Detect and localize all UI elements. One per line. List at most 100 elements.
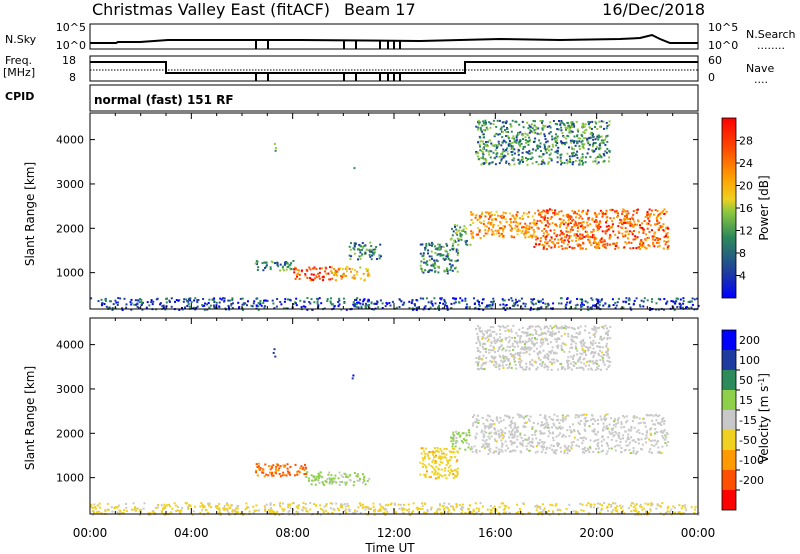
scatter-cell xyxy=(434,302,437,305)
scatter-cell xyxy=(440,297,443,300)
scatter-cell xyxy=(667,440,670,443)
scatter-cell xyxy=(560,347,563,350)
scatter-cell xyxy=(288,267,291,270)
scatter-cell xyxy=(602,425,605,428)
scatter-cell xyxy=(375,246,378,248)
scatter-cell xyxy=(538,243,541,246)
scatter-cell xyxy=(693,298,696,301)
scatter-cell xyxy=(261,262,264,265)
scatter-cell xyxy=(509,123,512,126)
scatter-cell xyxy=(648,236,651,239)
scatter-cell xyxy=(297,470,300,473)
scatter-cell xyxy=(621,505,624,508)
scatter-cell xyxy=(520,142,523,145)
scatter-cell xyxy=(649,508,652,511)
scatter-cell xyxy=(561,435,564,438)
scatter-cell xyxy=(271,471,274,474)
scatter-cell xyxy=(492,297,495,300)
scatter-cell xyxy=(500,420,502,423)
scatter-cell xyxy=(328,476,331,479)
scatter-cell xyxy=(594,219,597,222)
scatter-cell xyxy=(592,229,595,232)
scatter-cell xyxy=(398,298,401,301)
scatter-cell xyxy=(605,151,608,154)
scatter-cell xyxy=(572,357,574,360)
scatter-cell xyxy=(571,147,574,150)
scatter-cell xyxy=(557,327,560,330)
scatter-cell xyxy=(608,149,611,152)
scatter-cell xyxy=(562,214,565,217)
scatter-cell xyxy=(269,471,271,474)
scatter-cell xyxy=(237,301,240,304)
scatter-cell xyxy=(286,463,289,466)
scatter-cell xyxy=(589,306,592,309)
scatter-cell xyxy=(676,306,679,308)
scatter-cell xyxy=(241,297,244,300)
scatter-cell xyxy=(615,210,618,212)
scatter-cell xyxy=(279,475,282,478)
scatter-cell xyxy=(529,138,532,141)
scatter-cell xyxy=(269,268,272,271)
scatter-cell xyxy=(566,213,569,216)
scatter-cell xyxy=(358,502,361,505)
scatter-cell xyxy=(445,453,448,456)
scatter-cell xyxy=(437,271,440,274)
scatter-cell xyxy=(622,414,625,417)
scatter-cell xyxy=(682,300,685,302)
scatter-cell xyxy=(420,267,423,270)
scatter-cell xyxy=(642,305,645,308)
scatter-cell xyxy=(535,504,538,507)
scatter-cell xyxy=(136,303,139,305)
scatter-cell xyxy=(648,308,651,311)
scatter-cell xyxy=(614,302,617,304)
scatter-cell xyxy=(93,511,95,514)
scatter-cell xyxy=(594,241,597,244)
scatter-cell xyxy=(482,223,485,225)
scatter-cell xyxy=(438,463,441,466)
scatter-cell xyxy=(637,510,640,513)
scatter-cell xyxy=(403,301,406,304)
scatter-cell xyxy=(642,300,645,303)
scatter-cell xyxy=(504,129,506,131)
scatter-cell xyxy=(299,299,302,302)
scatter-cell xyxy=(534,433,537,436)
scatter-cell xyxy=(555,352,558,355)
scatter-cell xyxy=(566,243,569,246)
scatter-cell xyxy=(662,430,665,433)
scatter-cell xyxy=(267,474,270,477)
scatter-cell xyxy=(477,363,479,366)
scatter-cell xyxy=(481,124,484,127)
scatter-cell xyxy=(576,243,579,246)
scatter-cell xyxy=(419,264,422,267)
scatter-cell xyxy=(500,127,503,130)
scatter-cell xyxy=(503,140,506,143)
scatter-cell xyxy=(350,270,352,273)
scatter-cell xyxy=(595,122,598,125)
scatter-cell xyxy=(587,218,590,221)
scatter-cell xyxy=(271,509,274,512)
scatter-cell xyxy=(356,510,359,513)
scatter-cell xyxy=(526,439,529,441)
scatter-cell xyxy=(557,238,560,241)
scatter-cell xyxy=(627,212,630,215)
scatter-cell xyxy=(160,504,163,507)
scatter-cell xyxy=(514,449,517,452)
scatter-cell xyxy=(312,279,315,281)
scatter-cell xyxy=(571,247,574,250)
scatter-cell xyxy=(386,303,389,306)
freq-left-label-2: [MHz] xyxy=(3,66,35,79)
scatter-cell xyxy=(371,254,374,257)
scatter-cell xyxy=(186,304,189,307)
scatter-cell xyxy=(522,502,525,505)
scatter-cell xyxy=(310,483,313,486)
scatter-cell xyxy=(499,220,502,223)
scatter-cell xyxy=(580,133,583,136)
scatter-cell xyxy=(360,307,363,310)
scatter-cell xyxy=(344,268,347,270)
scatter-cell xyxy=(446,306,449,309)
scatter-cell xyxy=(378,503,381,506)
scatter-cell xyxy=(569,429,572,432)
scatter-cell xyxy=(583,428,586,431)
scatter-cell xyxy=(478,214,481,217)
scatter-cell xyxy=(643,220,646,222)
